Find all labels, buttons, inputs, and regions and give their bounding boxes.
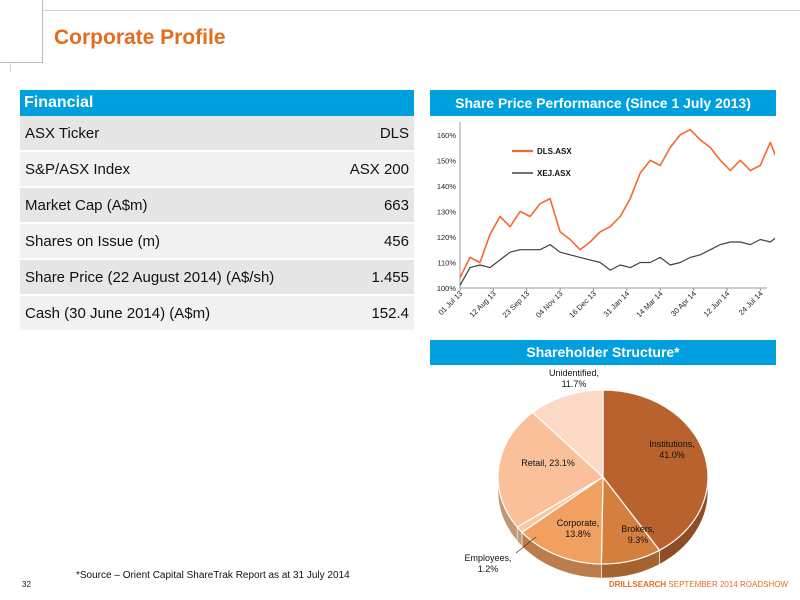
pie-slice-value: 13.8% — [565, 529, 591, 539]
corner-frame — [0, 0, 43, 63]
x-tick-label: 04 Nov 13 — [534, 289, 565, 320]
financial-row: Share Price (22 August 2014) (A$/sh) 1.45… — [20, 259, 414, 296]
financial-row: Cash (30 June 2014) (A$m) 152.4 — [20, 295, 414, 332]
y-tick-label: 100% — [437, 284, 457, 293]
pie-slice-value: 1.2% — [478, 564, 499, 574]
financial-label: Market Cap (A$m) — [20, 187, 331, 224]
top-rule — [42, 10, 800, 11]
pie-slice-label: Retail, 23.1% — [521, 458, 575, 468]
financial-label: S&P/ASX Index — [20, 151, 331, 188]
financial-value: 1.455 — [330, 259, 414, 296]
footer-brand: DRILLSEARCH — [608, 580, 667, 589]
footer: DRILLSEARCH SEPTEMBER 2014 ROADSHOW — [609, 580, 788, 589]
financial-value: 663 — [330, 187, 414, 224]
x-tick-label: 23 Sep 13 — [501, 289, 532, 320]
financial-value: 152.4 — [330, 295, 414, 332]
pie-slice — [497, 411, 605, 528]
shareholder-header: Shareholder Structure* — [430, 340, 776, 365]
series-line-xej-asx — [459, 237, 775, 286]
pie-slice-label: Unidentified, — [549, 368, 599, 378]
financial-label: Shares on Issue (m) — [20, 223, 331, 260]
pie-slice-label: Institutions, — [649, 439, 695, 449]
financial-row: Market Cap (A$m) 663 — [20, 187, 414, 224]
y-tick-label: 150% — [437, 156, 457, 165]
financial-header: Financial — [20, 90, 414, 116]
pie-slice — [531, 389, 604, 479]
x-tick-label: 14 Mar 14 — [634, 289, 664, 319]
pie-slice-value: 41.0% — [659, 450, 685, 460]
financial-row: ASX Ticker DLS — [20, 116, 414, 152]
financial-value: DLS — [330, 116, 414, 152]
financial-table: ASX Ticker DLS S&P/ASX Index ASX 200 Market … — [20, 116, 414, 332]
x-tick-label: 24 Jul 14 — [737, 289, 765, 317]
pie-slice-label: Employees, — [464, 553, 511, 563]
footer-text: SEPTEMBER 2014 ROADSHOW — [666, 580, 788, 589]
financial-value: 456 — [330, 223, 414, 260]
x-tick-label: 30 Apr 14 — [669, 289, 698, 318]
x-tick-label: 01 Jul 13 — [437, 289, 465, 317]
x-tick-label: 31 Jan 14 — [602, 289, 632, 319]
y-tick-label: 160% — [437, 131, 457, 140]
page-number: 32 — [22, 580, 31, 589]
pie-slice-value: 11.7% — [562, 379, 587, 389]
page-title: Corporate Profile — [54, 26, 226, 49]
legend-label: XEJ.ASX — [537, 169, 571, 178]
financial-label: Cash (30 June 2014) (A$m) — [20, 295, 331, 332]
x-tick-label: 16 Dec 13 — [567, 289, 598, 320]
y-tick-label: 120% — [437, 233, 457, 242]
source-note: *Source – Orient Capital ShareTrak Repor… — [76, 570, 350, 581]
financial-value: ASX 200 — [330, 151, 414, 188]
financial-label: Share Price (22 August 2014) (A$/sh) — [20, 259, 331, 296]
series-line-dls-asx — [459, 128, 775, 279]
pie-slice-value: 9.3% — [628, 535, 649, 545]
financial-label: ASX Ticker — [20, 116, 331, 152]
y-tick-label: 140% — [437, 182, 457, 191]
pie-slice — [521, 475, 604, 565]
pie-leader-line — [515, 536, 537, 554]
share-price-header: Share Price Performance (Since 1 July 20… — [430, 90, 776, 116]
y-tick-label: 110% — [437, 258, 456, 267]
x-tick-label: 12 Aug 13 — [468, 289, 498, 319]
pie-slice-label: Corporate, — [557, 518, 600, 528]
financial-row: Shares on Issue (m) 456 — [20, 223, 414, 260]
financial-row: S&P/ASX Index ASX 200 — [20, 151, 414, 188]
shareholder-pie-chart: Institutions,41.0% Brokers,9.3% Corporate,… — [464, 368, 709, 579]
y-tick-label: 130% — [437, 207, 457, 216]
legend-label: DLS.ASX — [537, 147, 572, 156]
share-price-chart: 100%110%120%130%140%150%160%01 Jul 13 12 … — [437, 122, 775, 320]
pie-slice-label: Brokers, — [621, 524, 655, 534]
x-tick-label: 12 Jun 14 — [702, 289, 732, 319]
left-rule — [10, 62, 11, 72]
